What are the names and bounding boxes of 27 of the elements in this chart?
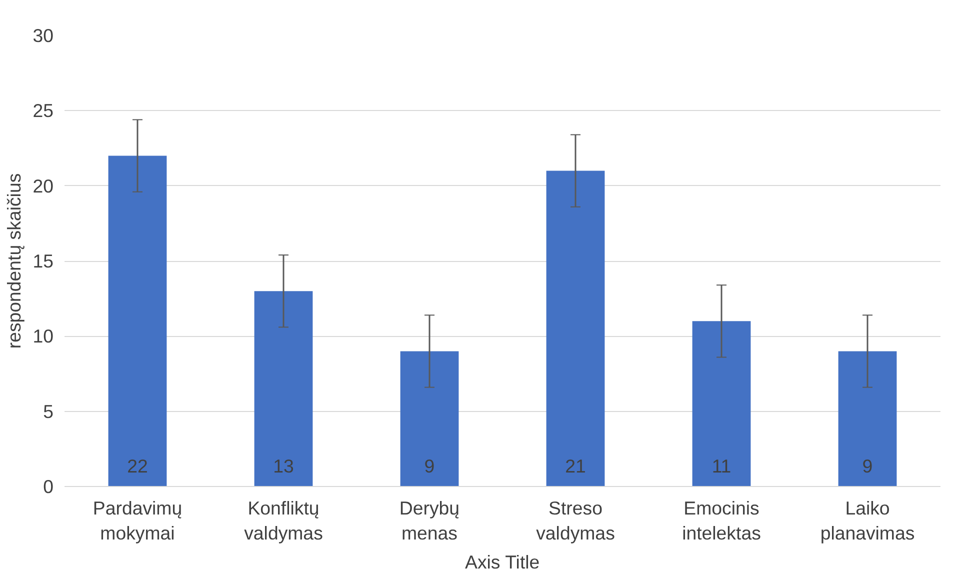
x-tick-label: Konfliktų valdymas xyxy=(244,498,323,544)
y-tick-label: 20 xyxy=(32,175,54,196)
y-tick-label: 30 xyxy=(32,25,54,46)
bar xyxy=(108,156,167,486)
x-axis-title: Axis Title xyxy=(465,552,540,573)
x-tick-label: Pardavimų mokymai xyxy=(92,498,182,544)
data-label: 9 xyxy=(424,456,435,476)
x-tick-label: Streso valdymas xyxy=(536,498,615,544)
data-label: 22 xyxy=(127,456,148,476)
y-tick-label: 5 xyxy=(43,400,54,422)
data-label: 11 xyxy=(712,456,732,476)
bar xyxy=(692,321,751,486)
data-label: 9 xyxy=(862,456,873,476)
data-label: 21 xyxy=(565,456,586,476)
y-tick-label: 0 xyxy=(43,476,54,497)
bar xyxy=(546,170,605,486)
y-axis-title: respondentų skaičius xyxy=(4,173,25,349)
y-tick-label: 10 xyxy=(32,326,54,347)
data-label: 13 xyxy=(273,456,294,476)
bar xyxy=(254,291,313,486)
y-tick-label: 15 xyxy=(32,250,54,272)
x-tick-label: Derybų menas xyxy=(399,498,460,544)
bar xyxy=(838,351,897,486)
bar xyxy=(400,351,459,486)
x-tick-label: Laiko planavimas xyxy=(820,498,915,544)
x-tick-label: Emocinis intelektas xyxy=(682,498,761,544)
y-tick-label: 25 xyxy=(32,100,54,122)
